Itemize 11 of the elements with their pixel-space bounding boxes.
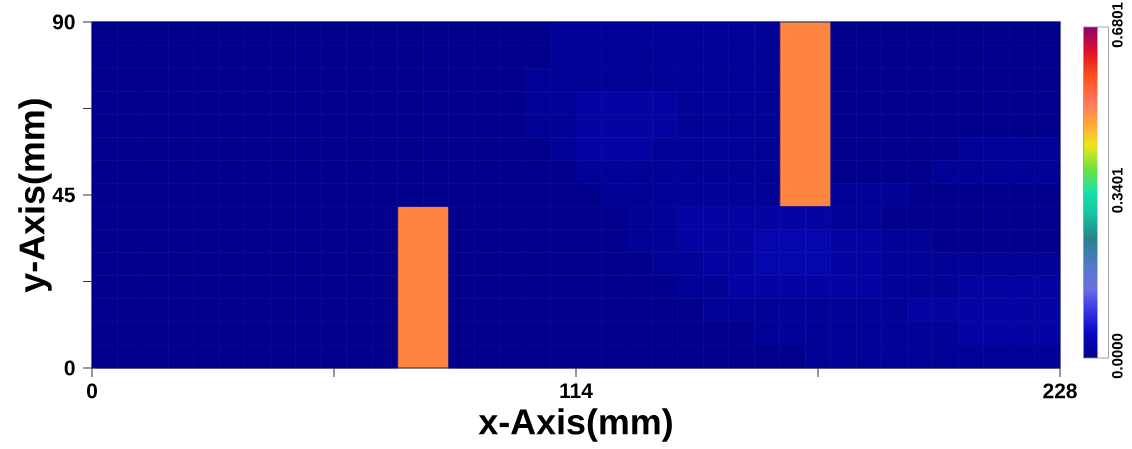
y-tick-label: 90 [52,14,75,30]
color-bar-label: 0.0000 [1112,333,1123,379]
y-tick-label: 0 [64,360,75,376]
x-axis-title: x-Axis(mm) [478,408,672,442]
x-tick-label: 114 [560,383,593,398]
color-bar-label: 0.6801 [1112,2,1123,48]
color-bar-label: 0.3401 [1112,168,1123,213]
y-tick-label: 45 [52,187,75,203]
x-tick-label: 0 [87,383,97,399]
x-tick-label: 228 [1043,383,1077,399]
y-axis-title: y-Axis(mm) [18,99,52,293]
